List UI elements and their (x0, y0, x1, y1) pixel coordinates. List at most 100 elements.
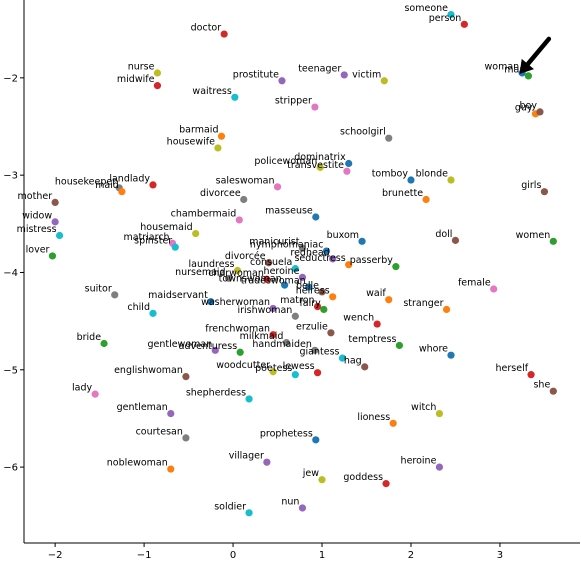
point-marker (111, 291, 119, 299)
data-point-33: mistress (17, 224, 64, 240)
point-marker (118, 188, 126, 196)
arrow-annotation (519, 36, 552, 74)
point-marker (540, 188, 549, 196)
point-marker (422, 195, 430, 204)
point-marker (524, 72, 533, 80)
point-label: blonde (416, 169, 449, 180)
point-marker (380, 77, 388, 85)
data-point-91: villager (229, 451, 271, 466)
point-label: women (516, 230, 551, 241)
point-marker (211, 346, 219, 354)
data-point-84: lady (72, 383, 99, 398)
point-label: washerwoman (201, 297, 270, 308)
point-label: brunette (382, 188, 423, 199)
point-label: bride (77, 332, 102, 343)
point-marker (91, 390, 99, 398)
point-marker (236, 348, 244, 356)
point-marker (311, 346, 319, 354)
point-label: manicurist (249, 237, 299, 248)
point-marker (282, 338, 291, 347)
data-point-92: noblewoman (107, 458, 175, 473)
point-marker (329, 255, 337, 263)
data-point-96: nun (281, 496, 307, 512)
data-point-60: washerwoman (201, 297, 277, 313)
point-label: gentleman (117, 402, 168, 413)
data-point-18: policewoman (254, 156, 324, 171)
data-point-14: barmaid (179, 125, 226, 140)
point-label: englishwoman (114, 365, 183, 376)
point-marker (340, 71, 348, 79)
point-marker (265, 259, 273, 267)
data-point-55: female (458, 278, 498, 293)
data-point-61: matron (280, 295, 322, 311)
point-label: heroine (264, 266, 300, 277)
point-marker (291, 312, 299, 320)
point-label: boy (519, 100, 537, 111)
point-marker (338, 354, 347, 362)
y-tick-label: −4 (3, 268, 18, 279)
point-marker (167, 409, 175, 418)
data-point-51: heroine (264, 266, 307, 281)
point-marker (312, 436, 320, 444)
data-point-4: man (504, 64, 533, 80)
arrow-head (519, 58, 534, 74)
data-point-97: soldier (214, 501, 253, 517)
point-marker (217, 132, 226, 140)
data-point-0: someone (404, 3, 455, 19)
point-marker (395, 341, 404, 350)
point-label: handmaiden (252, 339, 312, 350)
point-label: suitor (85, 283, 112, 294)
point-marker (322, 247, 331, 255)
point-marker (305, 283, 313, 291)
data-point-21: blonde (416, 169, 455, 184)
point-marker (549, 387, 557, 395)
point-marker (490, 285, 498, 293)
point-label: doctor (191, 23, 222, 34)
point-label: barmaid (179, 125, 218, 136)
point-marker (273, 183, 282, 191)
point-label: chambermaid (171, 208, 237, 219)
point-marker (233, 266, 242, 275)
point-label: transvestite (287, 160, 344, 171)
point-label: tradeswoman (241, 276, 306, 287)
point-marker (225, 274, 233, 282)
data-point-64: child (127, 302, 157, 317)
data-point-86: gentleman (117, 402, 175, 418)
point-marker (149, 181, 157, 189)
data-point-77: woodcutter (216, 360, 277, 376)
point-label: female (458, 278, 491, 289)
data-point-57: maidservant (148, 290, 215, 306)
data-point-38: nymphomaniac (250, 240, 331, 255)
point-label: maid (95, 180, 119, 191)
data-point-68: erzulie (296, 321, 335, 337)
point-label: nursemaid (175, 267, 226, 278)
point-label: frenchwoman (205, 323, 270, 334)
data-point-24: landlady (109, 173, 157, 189)
point-label: prophetess (260, 428, 313, 439)
data-point-93: heroine (401, 456, 444, 471)
point-marker (442, 305, 451, 314)
point-marker (182, 434, 190, 442)
point-label: temptress (348, 334, 396, 345)
y-tick-label: −6 (3, 463, 18, 474)
point-label: child (127, 302, 150, 313)
data-point-72: gentlewoman (147, 339, 219, 354)
point-label: lioness (357, 412, 390, 423)
point-label: landlady (109, 173, 150, 184)
data-point-65: stranger (403, 298, 451, 314)
point-marker (291, 264, 299, 273)
point-label: midwife (117, 74, 155, 85)
point-marker (447, 10, 455, 19)
point-marker (298, 244, 307, 252)
data-point-62: fairy (299, 298, 328, 314)
data-point-23: maid (95, 180, 126, 196)
point-marker (278, 77, 286, 85)
data-point-7: prostitute (233, 69, 286, 85)
data-point-20: tomboy (372, 169, 415, 184)
data-point-82: herself (496, 363, 535, 379)
point-marker (320, 305, 328, 314)
point-label: heiress (296, 285, 330, 296)
x-tick-label: −2 (48, 550, 63, 561)
y-tick-label: −5 (3, 365, 18, 376)
